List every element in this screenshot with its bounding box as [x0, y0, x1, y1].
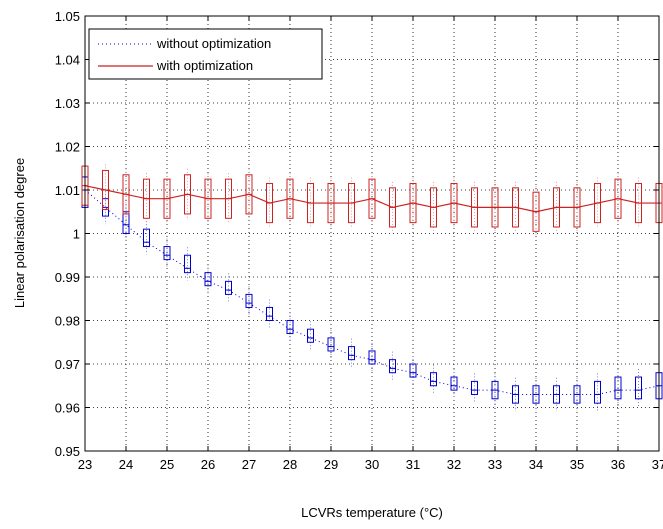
box-without-optimization — [594, 380, 601, 404]
legend-box — [88, 28, 323, 80]
plot-background — [85, 16, 659, 451]
box-without-optimization — [471, 380, 478, 395]
legend-label-with-optimization: with optimization — [156, 58, 253, 73]
x-tick-label: 26 — [201, 457, 215, 472]
box-without-optimization — [184, 254, 191, 274]
x-tick-label: 28 — [283, 457, 297, 472]
y-tick-label: 1 — [73, 227, 80, 242]
box-without-optimization — [307, 328, 314, 343]
box-without-optimization — [635, 376, 642, 400]
legend: without optimization with optimization — [88, 28, 323, 80]
box-without-optimization — [614, 376, 622, 400]
y-tick-label: 1.04 — [55, 53, 80, 68]
x-tick-label: 37 — [652, 457, 663, 472]
box-without-optimization — [430, 372, 437, 387]
box-without-optimization — [225, 280, 232, 295]
y-axis-label: Linear polarisation degree — [12, 158, 27, 308]
y-tick-label: 0.96 — [55, 401, 80, 416]
y-tick-label: 1.01 — [55, 183, 80, 198]
x-tick-label: 33 — [488, 457, 502, 472]
x-tick-label: 24 — [119, 457, 133, 472]
ticks: 23 24 25 26 27 28 29 30 31 32 33 34 35 36 37 0.95 0.96 0.… — [55, 9, 663, 472]
x-tick-label: 35 — [570, 457, 584, 472]
x-tick-label: 27 — [242, 457, 256, 472]
x-tick-label: 23 — [78, 457, 92, 472]
y-tick-label: 1.02 — [55, 140, 80, 155]
x-tick-label: 31 — [406, 457, 420, 472]
box-without-optimization — [368, 350, 376, 365]
box-without-optimization — [450, 376, 458, 391]
y-tick-label: 0.99 — [55, 270, 80, 285]
x-tick-label: 29 — [324, 457, 338, 472]
y-tick-label: 0.97 — [55, 357, 80, 372]
x-tick-label: 30 — [365, 457, 379, 472]
y-tick-label: 0.98 — [55, 314, 80, 329]
y-tick-label: 0.95 — [55, 444, 80, 459]
x-tick-label: 25 — [160, 457, 174, 472]
x-tick-label: 32 — [447, 457, 461, 472]
box-without-optimization — [163, 246, 171, 261]
x-tick-label: 36 — [611, 457, 625, 472]
line-without-optimization — [84, 189, 660, 395]
box-without-optimization — [389, 359, 396, 374]
series-lines — [84, 185, 660, 395]
grid — [84, 15, 660, 452]
x-axis-label: LCVRs temperature (°C) — [301, 505, 443, 520]
box-without-optimization — [204, 272, 212, 287]
box-without-optimization — [143, 228, 150, 248]
box-without-optimization — [327, 337, 335, 352]
x-tick-label: 34 — [529, 457, 543, 472]
line-with-optimization — [84, 185, 659, 213]
box-without-optimization — [286, 320, 294, 335]
legend-label-without-optimization: without optimization — [156, 36, 271, 51]
y-tick-label: 1.05 — [55, 9, 80, 24]
box-without-optimization — [409, 363, 417, 378]
box-without-optimization — [348, 346, 355, 361]
y-tick-label: 1.03 — [55, 96, 80, 111]
